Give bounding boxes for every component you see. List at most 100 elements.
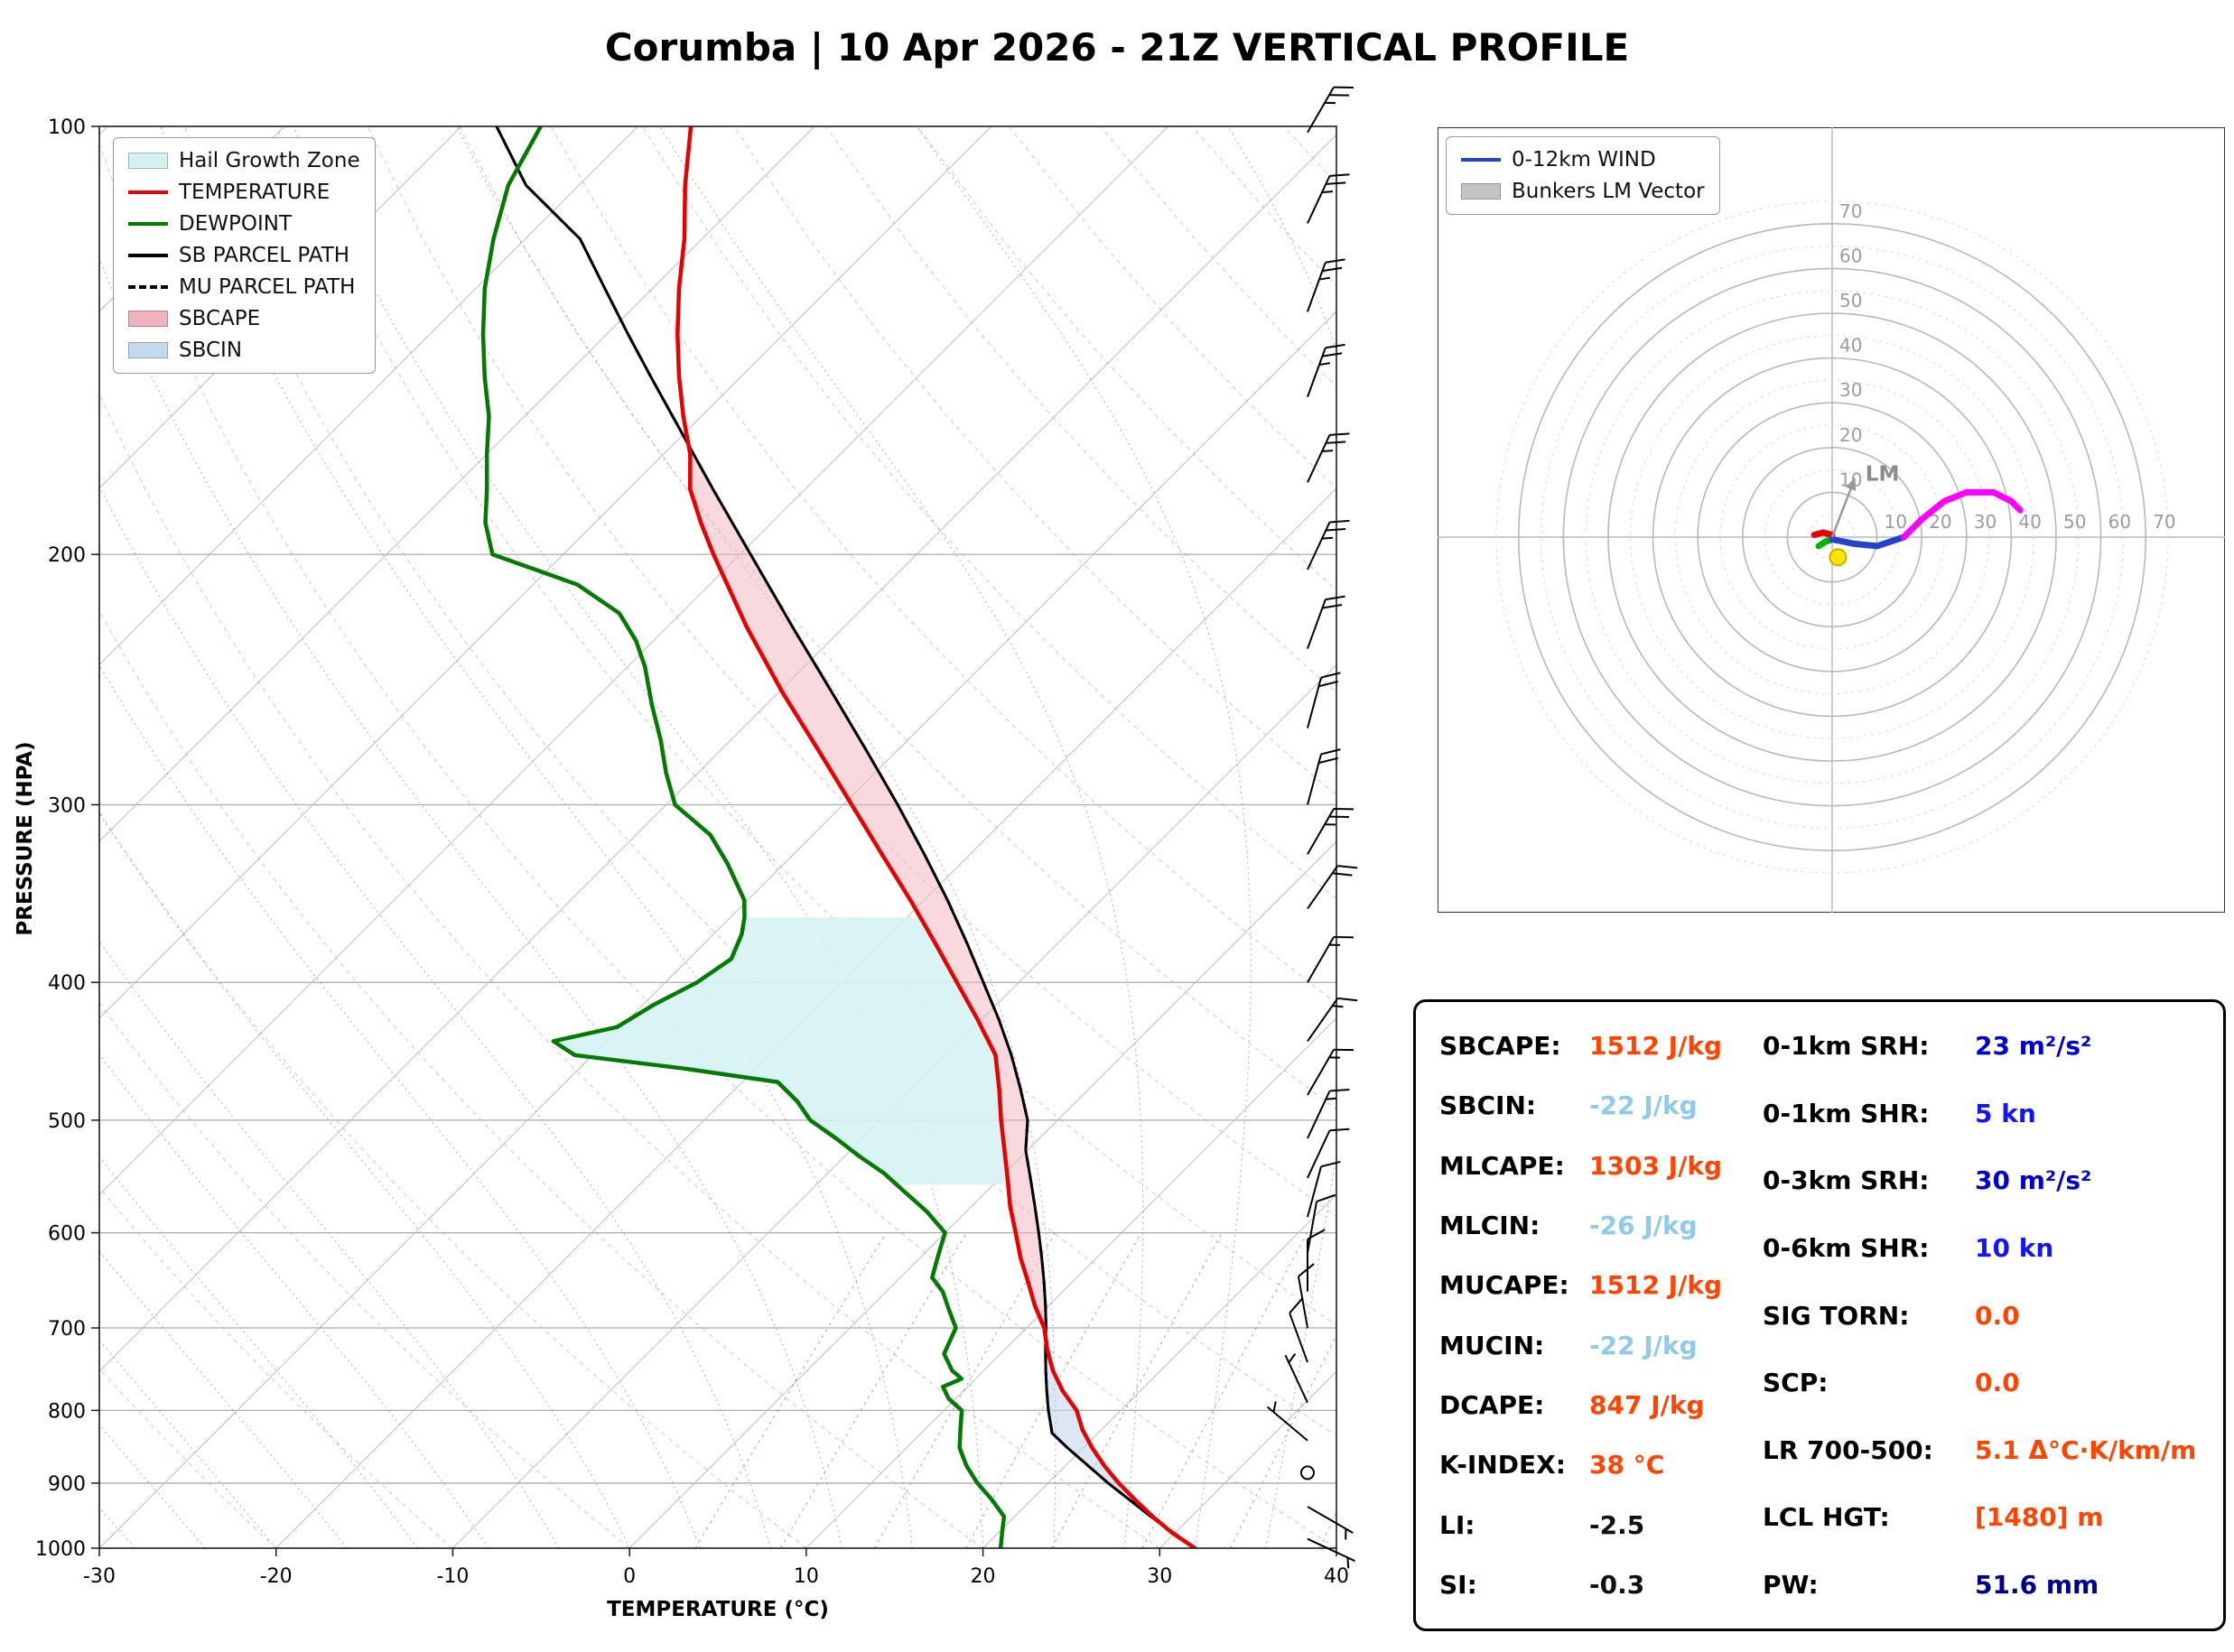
stat-label: LR 700-500: (1763, 1434, 1933, 1465)
svg-text:50: 50 (1839, 290, 1862, 311)
svg-text:10: 10 (1885, 511, 1907, 533)
page-title: Corumba | 10 Apr 2026 - 21Z VERTICAL PRO… (604, 25, 1630, 70)
stat-row: LI: -2.5 (1439, 1510, 1763, 1540)
svg-text:800: 800 (48, 1400, 86, 1423)
stat-label: SBCAPE: (1439, 1031, 1561, 1061)
legend-entry: Hail Growth Zone (128, 149, 360, 172)
stat-label: K-INDEX: (1439, 1450, 1566, 1480)
hodograph-legend: 0-12km WIND Bunkers LM Vector (1446, 136, 1720, 215)
svg-text:600: 600 (48, 1223, 86, 1246)
legend-entry: DEWPOINT (128, 212, 360, 236)
stat-value: -2.5 (1589, 1509, 1645, 1540)
stat-value: 5.1 Δ°C·K/km/m (1975, 1434, 2197, 1465)
legend-swatch-icon (128, 153, 168, 169)
stat-label: LI: (1439, 1509, 1475, 1540)
legend-swatch-icon (1461, 183, 1501, 200)
svg-text:40: 40 (1324, 1565, 1349, 1588)
legend-label: Bunkers LM Vector (1512, 180, 1705, 203)
dewpoint-curve (480, 126, 1007, 1548)
hodograph-trace-3-6km (1829, 534, 1907, 550)
legend-label: SB PARCEL PATH (179, 244, 350, 267)
stat-value: 5 kn (1975, 1098, 2036, 1128)
svg-text:60: 60 (2108, 511, 2131, 533)
legend-entry: SBCIN (128, 339, 360, 362)
svg-text:400: 400 (48, 972, 86, 995)
legend-label: 0-12km WIND (1512, 148, 1656, 172)
stat-value: 1512 J/kg (1589, 1270, 1722, 1301)
stat-value: 10 kn (1975, 1232, 2054, 1263)
legend-swatch-icon (1461, 158, 1501, 162)
legend-entry: SBCAPE (128, 307, 360, 330)
legend-label: MU PARCEL PATH (179, 275, 356, 299)
stat-value: -0.3 (1589, 1569, 1645, 1600)
hail-growth-zone (555, 917, 1009, 1185)
stat-label: MLCAPE: (1439, 1150, 1565, 1181)
stat-value: 30 m²/s² (1975, 1165, 2092, 1196)
stat-value: -26 J/kg (1589, 1210, 1698, 1240)
wind-barbs (1266, 86, 1358, 1569)
stat-value: 38 °C (1589, 1450, 1665, 1480)
stat-label: MUCAPE: (1439, 1270, 1569, 1301)
legend-swatch-icon (128, 190, 168, 194)
svg-text:700: 700 (48, 1318, 86, 1341)
stat-value: -22 J/kg (1589, 1330, 1698, 1360)
stat-label: MUCIN: (1439, 1330, 1545, 1360)
legend-swatch-icon (128, 311, 168, 327)
indices-column-right: 0-1km SRH: 23 m²/s² 0-1km SHR: 5 kn 0-3km SR… (1763, 1031, 2200, 1600)
stat-label: SIG TORN: (1763, 1300, 1910, 1331)
hodograph-trace-6-12km (1900, 488, 2024, 541)
svg-text:-10: -10 (436, 1565, 469, 1588)
svg-text:200: 200 (48, 544, 86, 567)
stat-row: LCL HGT: [1480] m (1763, 1502, 2200, 1532)
stat-value: [1480] m (1975, 1502, 2104, 1533)
stat-label: 0-6km SHR: (1763, 1232, 1930, 1263)
svg-text:-20: -20 (260, 1565, 293, 1588)
stat-label: LCL HGT: (1763, 1502, 1890, 1533)
svg-text:40: 40 (1839, 335, 1862, 357)
indices-panel: SBCAPE: 1512 J/kg SBCIN: -22 J/kg MLCAPE: 130… (1413, 999, 2226, 1631)
stat-value: 23 m²/s² (1975, 1031, 2092, 1061)
stat-row: DCAPE: 847 J/kg (1439, 1390, 1763, 1420)
stat-row: MUCAPE: 1512 J/kg (1439, 1270, 1763, 1300)
stat-label: DCAPE: (1439, 1389, 1545, 1420)
stat-row: 0-1km SHR: 5 kn (1763, 1099, 2200, 1128)
svg-text:20: 20 (1929, 511, 1951, 533)
stat-row: 0-1km SRH: 23 m²/s² (1763, 1031, 2200, 1061)
svg-text:40: 40 (2018, 511, 2041, 533)
stat-row: MUCIN: -22 J/kg (1439, 1331, 1763, 1360)
stat-label: 0-1km SHR: (1763, 1098, 1930, 1128)
svg-text:1000: 1000 (36, 1538, 86, 1561)
storm-motion-marker (1829, 548, 1848, 567)
svg-text:70: 70 (1839, 200, 1862, 222)
stat-value: 1512 J/kg (1589, 1031, 1722, 1061)
svg-text:300: 300 (48, 794, 86, 817)
legend-entry: Bunkers LM Vector (1461, 180, 1705, 203)
stat-value: 51.6 mm (1975, 1570, 2099, 1600)
stat-row: SIG TORN: 0.0 (1763, 1301, 2200, 1331)
stat-label: 0-1km SRH: (1763, 1031, 1930, 1061)
mu-parcel-path (495, 126, 1196, 1548)
stat-row: SI: -0.3 (1439, 1570, 1763, 1600)
legend-swatch-icon (128, 222, 168, 226)
legend-label: SBCAPE (179, 307, 261, 330)
svg-text:-30: -30 (83, 1565, 116, 1588)
sbcin-area (1045, 1342, 1160, 1524)
stat-label: SCP: (1763, 1368, 1829, 1398)
stat-label: SBCIN: (1439, 1091, 1537, 1121)
stat-label: PW: (1763, 1570, 1819, 1600)
stat-row: SCP: 0.0 (1763, 1368, 2200, 1397)
legend-entry: MU PARCEL PATH (128, 275, 360, 299)
y-axis-label: PRESSURE (HPA) (14, 741, 37, 936)
svg-text:60: 60 (1839, 245, 1862, 266)
stat-value: 0.0 (1975, 1300, 2020, 1331)
legend-label: SBCIN (179, 339, 243, 362)
lm-label: LM (1866, 463, 1900, 487)
stat-row: K-INDEX: 38 °C (1439, 1450, 1763, 1480)
stat-value: 0.0 (1975, 1368, 2020, 1398)
svg-text:100: 100 (48, 116, 86, 139)
stat-value: -22 J/kg (1589, 1091, 1698, 1121)
stat-row: 0-6km SHR: 10 kn (1763, 1233, 2200, 1263)
svg-text:30: 30 (1974, 511, 1997, 533)
stat-label: MLCIN: (1439, 1210, 1541, 1240)
